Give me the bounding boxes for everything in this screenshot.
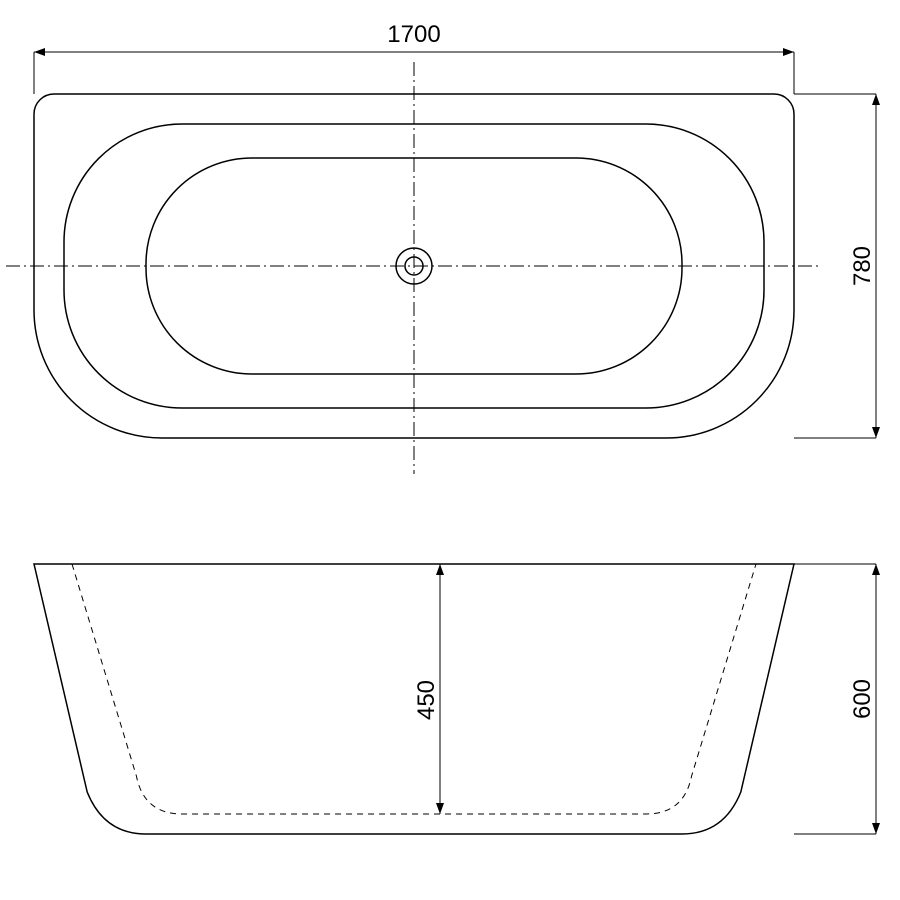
dim-height-780: 780 — [849, 246, 876, 286]
top-view — [6, 62, 822, 474]
dim-width-1700: 1700 — [387, 21, 440, 48]
dim-height-600: 600 — [849, 679, 876, 719]
technical-drawing: 1700 780 600 450 — [0, 0, 900, 900]
dimensions: 1700 780 600 450 — [34, 21, 876, 834]
dim-depth-450: 450 — [413, 680, 440, 720]
